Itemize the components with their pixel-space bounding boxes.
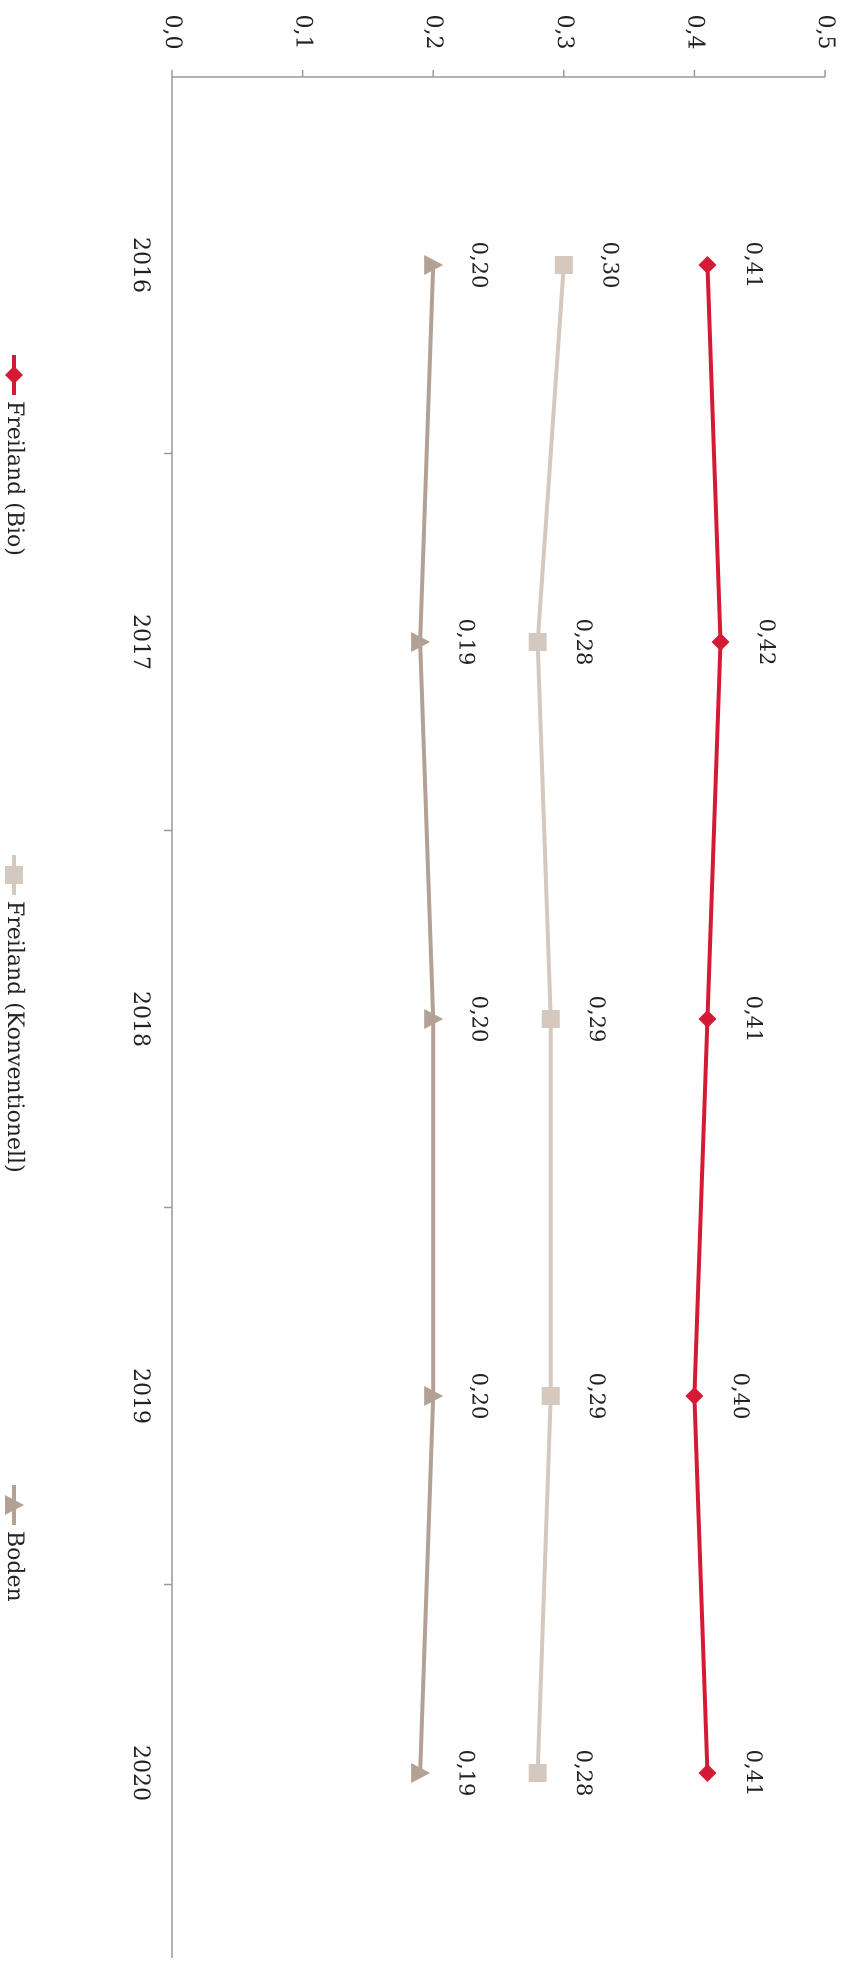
data-label: 0,20 xyxy=(468,996,492,1043)
category-label: 2020 xyxy=(128,1745,153,1801)
data-point xyxy=(424,1009,444,1029)
value-tick-label: 0,0 xyxy=(160,15,185,50)
legend-marker xyxy=(5,866,23,884)
value-tick-label: 0,2 xyxy=(421,15,446,50)
axis-group: 0,0 0,1 0,2 0,3 0,4 0,5 2016 2017 2018 2019 2020 xyxy=(128,15,838,1958)
data-label: 0,28 xyxy=(572,1750,596,1797)
value-axis-ticks: 0,0 0,1 0,2 0,3 0,4 0,5 xyxy=(160,15,838,77)
data-label: 0,41 xyxy=(742,242,766,289)
data-point xyxy=(411,632,431,652)
data-point xyxy=(411,1763,431,1783)
value-tick-label: 0,5 xyxy=(813,15,838,50)
data-label: 0,41 xyxy=(742,996,766,1043)
data-point xyxy=(698,256,717,274)
legend-label: Freiland (Bio) xyxy=(2,401,27,556)
series: 0,30 0,28 0,29 0,29 0,28 xyxy=(528,242,622,1797)
category-axis-ticks: 2016 2017 2018 2019 2020 xyxy=(128,237,172,1801)
data-label: 0,29 xyxy=(585,996,609,1043)
legend: Freiland (Bio) Freiland (Konventionell) Bo… xyxy=(2,355,27,1602)
data-point xyxy=(424,1386,444,1406)
data-label: 0,41 xyxy=(742,1750,766,1797)
category-label: 2016 xyxy=(128,237,153,293)
series: 0,20 0,19 0,20 0,20 0,19 xyxy=(411,242,492,1797)
data-point xyxy=(554,256,573,274)
legend-item: Freiland (Bio) xyxy=(2,355,27,556)
data-point xyxy=(698,1764,717,1782)
legend-item: Freiland (Konventionell) xyxy=(2,855,27,1173)
data-point xyxy=(698,1010,717,1028)
series: 0,41 0,42 0,41 0,40 0,41 xyxy=(685,242,779,1797)
data-label: 0,30 xyxy=(598,242,622,289)
legend-label: Boden xyxy=(2,1531,27,1602)
data-point xyxy=(541,1010,560,1028)
data-point xyxy=(541,1387,560,1405)
legend-marker xyxy=(5,366,23,384)
data-label: 0,40 xyxy=(729,1373,753,1420)
value-tick-label: 0,4 xyxy=(682,15,707,50)
data-label: 0,19 xyxy=(455,1750,479,1797)
data-label: 0,42 xyxy=(755,619,779,666)
legend-marker xyxy=(5,1495,24,1515)
legend-item: Boden xyxy=(2,1485,27,1602)
data-point xyxy=(685,1387,704,1405)
data-point xyxy=(424,255,444,275)
value-tick-label: 0,1 xyxy=(291,15,316,50)
legend-label: Freiland (Konventionell) xyxy=(2,901,27,1173)
data-label: 0,20 xyxy=(468,1373,492,1420)
value-tick-label: 0,3 xyxy=(552,15,577,50)
data-label: 0,19 xyxy=(455,619,479,666)
category-label: 2019 xyxy=(128,1368,153,1424)
data-point xyxy=(711,633,730,651)
data-label: 0,20 xyxy=(468,242,492,289)
data-label: 0,29 xyxy=(585,1373,609,1420)
category-label: 2018 xyxy=(128,991,153,1047)
category-label: 2017 xyxy=(128,614,153,670)
series-layer: 0,41 0,42 0,41 0,40 0,41 0,30 0,28 0,29 0,29 0,28… xyxy=(411,242,779,1797)
data-point xyxy=(528,1764,547,1782)
data-point xyxy=(528,633,547,651)
data-label: 0,28 xyxy=(572,619,596,666)
